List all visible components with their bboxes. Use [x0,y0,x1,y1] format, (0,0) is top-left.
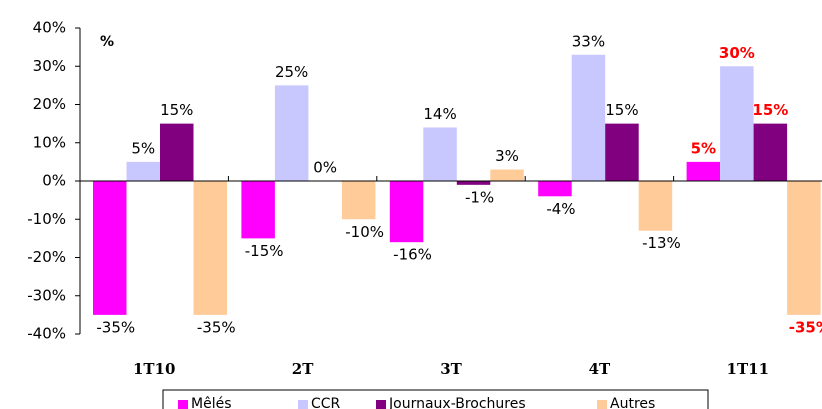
x-tick-label: 3T [440,360,462,378]
bar [571,54,606,181]
value-label: 15% [160,101,193,119]
x-tick-label: 4T [589,360,611,378]
bar [490,169,524,181]
legend-swatch [597,400,607,409]
legend-label: CCR [311,396,341,409]
bar [241,181,275,239]
bar [605,123,639,181]
legend-label: Autres [610,396,655,409]
y-tick-label: -30% [27,286,66,304]
y-tick-label: 20% [33,95,66,113]
bar [126,161,160,181]
y-tick-label: 30% [33,57,66,75]
x-tick-label: 2T [292,360,314,378]
value-label: -35% [789,318,822,336]
value-label: 5% [691,139,716,157]
bar [341,181,376,220]
value-label: 15% [752,101,788,119]
bar [193,181,227,315]
bar [720,66,754,181]
legend-swatch [298,400,308,409]
value-label: -10% [345,223,384,241]
value-label: 33% [572,32,605,50]
x-tick-label: 1T10 [133,360,175,378]
value-label: -35% [197,318,236,336]
y-unit-label: % [100,34,114,50]
legend-label: Journaux-Brochures [388,396,526,409]
y-tick-label: -10% [27,210,66,228]
bar [423,127,457,181]
bar [753,123,788,181]
y-tick-label: -20% [27,248,66,266]
value-label: -4% [546,200,575,218]
value-label: 0% [313,159,337,177]
value-label: 15% [605,101,638,119]
y-tick-label: 10% [33,133,66,151]
bar [787,181,821,315]
legend-box [162,389,709,409]
value-label: 30% [719,44,755,62]
y-tick-label: 0% [42,172,66,190]
value-label: -35% [96,318,135,336]
value-label: 5% [131,139,155,157]
bar [686,161,721,181]
value-label: -13% [642,234,681,252]
y-tick-label: -40% [27,325,66,343]
legend-label: Mêlés [191,396,232,409]
bar [638,181,673,231]
bar [538,181,572,197]
value-label: 14% [423,105,456,123]
bar [389,181,424,243]
bar [93,181,127,315]
value-label: -15% [245,242,284,260]
bar [160,123,194,181]
x-tick-label: 1T11 [727,360,769,378]
bar [274,85,309,181]
value-label: -1% [465,188,494,206]
legend-swatch [178,400,188,409]
value-label: 25% [275,63,308,81]
bar [456,181,491,185]
legend-swatch [376,400,386,409]
value-label: 3% [495,147,519,165]
y-tick-label: 40% [33,19,66,37]
value-label: -16% [393,246,432,264]
